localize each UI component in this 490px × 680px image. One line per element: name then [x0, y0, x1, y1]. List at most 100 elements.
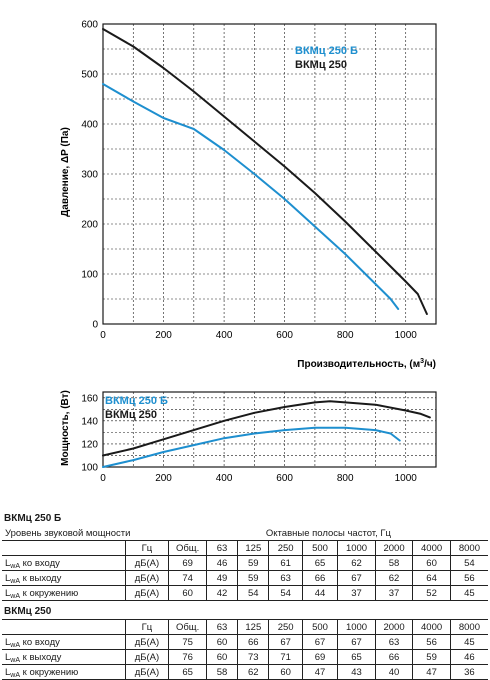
- value-cell: 69: [168, 555, 207, 571]
- table1-hz: Гц: [124, 540, 169, 556]
- value-cell: 49: [205, 570, 238, 586]
- series-line-vkmts-250: [102, 28, 428, 315]
- value-cell: 63: [374, 634, 413, 650]
- column-header: 2000: [374, 619, 413, 635]
- value-cell: 46: [205, 555, 238, 571]
- row-label: LwA ко входу: [2, 634, 126, 650]
- y-tick-label: 100: [81, 463, 98, 474]
- pressure-x-label: Производительность, (м3/ч): [297, 358, 436, 370]
- value-cell: 47: [412, 664, 451, 680]
- value-cell: 60: [205, 634, 238, 650]
- value-cell: 56: [412, 634, 451, 650]
- sound-table-2: Гц Общ. 63 125 250 500 1000 2000 4000 8000 LwA к…: [2, 619, 488, 680]
- value-cell: 44: [301, 585, 338, 601]
- value-cell: 52: [412, 585, 451, 601]
- table2-body: LwA ко входу дБ(А) 75 60 66 67 67 67 63 56 45 LwA к…: [2, 634, 488, 680]
- pressure-grid: [102, 23, 437, 325]
- sound-table-1: Уровень звуковой мощности Октавные полос…: [2, 526, 488, 601]
- y-tick-label: 200: [81, 220, 98, 231]
- value-cell: 59: [237, 555, 269, 571]
- plot-frame: [102, 391, 437, 468]
- pressure-series: [102, 28, 428, 315]
- value-cell: 37: [374, 585, 413, 601]
- column-header: 125: [237, 540, 269, 556]
- pressure-legend: ВКМц 250 Б ВКМц 250: [295, 45, 358, 71]
- value-cell: 60: [412, 555, 451, 571]
- series-line-vkmts-250-b: [102, 83, 400, 310]
- unit-cell: дБ(А): [124, 649, 169, 665]
- table1-empty-cell: [2, 540, 126, 556]
- unit-cell: дБ(А): [124, 664, 169, 680]
- value-cell: 54: [237, 585, 269, 601]
- x-tick-label: 0: [100, 330, 106, 341]
- table-row: LwA к выходу дБ(А) 76 60 73 71 69 65 66 59 46: [2, 649, 488, 665]
- table-row: LwA ко входу дБ(А) 75 60 66 67 67 67 63 56 45: [2, 634, 488, 650]
- value-cell: 45: [449, 585, 488, 601]
- value-cell: 62: [237, 664, 269, 680]
- column-header: 250: [268, 619, 303, 635]
- column-header: Общ.: [168, 619, 207, 635]
- value-cell: 60: [268, 664, 303, 680]
- power-chart: 0 200 400 600 800 1000 100 120 140 160 Мощность, …: [60, 390, 437, 484]
- table2-hz: Гц: [124, 619, 169, 635]
- table2-title: ВКМц 250: [4, 606, 52, 617]
- y-tick-label: 600: [81, 20, 98, 31]
- value-cell: 63: [268, 570, 303, 586]
- column-header: 1000: [337, 540, 376, 556]
- column-header: 8000: [449, 619, 488, 635]
- table2-empty-cell: [2, 619, 126, 635]
- value-cell: 60: [205, 649, 238, 665]
- value-cell: 66: [237, 634, 269, 650]
- value-cell: 47: [301, 664, 338, 680]
- column-header: 4000: [412, 619, 451, 635]
- value-cell: 36: [449, 664, 488, 680]
- pressure-chart: 0 200 400 600 800 1000 0 100 200 300 400 500 600 Дав…: [60, 20, 437, 370]
- y-tick-label: 400: [81, 120, 98, 131]
- column-header: Общ.: [168, 540, 207, 556]
- legend-entry: ВКМц 250 Б: [105, 395, 168, 407]
- value-cell: 71: [268, 649, 303, 665]
- x-tick-label: 800: [337, 473, 354, 484]
- value-cell: 56: [449, 570, 488, 586]
- value-cell: 62: [374, 570, 413, 586]
- x-tick-label: 800: [337, 330, 354, 341]
- column-header: 8000: [449, 540, 488, 556]
- power-y-label: Мощность, (Вт): [60, 390, 71, 466]
- row-label: LwA к выходу: [2, 570, 126, 586]
- legend-entry: ВКМц 250: [295, 59, 347, 71]
- table-row: LwA к выходу дБ(А) 74 49 59 63 66 67 62 64 56: [2, 570, 488, 586]
- x-tick-label: 200: [155, 473, 172, 484]
- x-tick-label: 400: [216, 473, 233, 484]
- table1-bands-caption: Октавные полосы частот, Гц: [168, 526, 488, 541]
- pressure-y-label: Давление, ΔP (Па): [60, 127, 71, 217]
- row-label: LwA ко входу: [2, 555, 126, 571]
- value-cell: 59: [412, 649, 451, 665]
- unit-cell: дБ(А): [124, 570, 169, 586]
- unit-cell: дБ(А): [124, 585, 169, 601]
- value-cell: 75: [168, 634, 207, 650]
- value-cell: 60: [168, 585, 207, 601]
- x-tick-label: 200: [155, 330, 172, 341]
- column-header: 250: [268, 540, 303, 556]
- x-tick-label: 0: [100, 473, 106, 484]
- column-header: 500: [301, 619, 338, 635]
- value-cell: 74: [168, 570, 207, 586]
- value-cell: 58: [374, 555, 413, 571]
- value-cell: 62: [337, 555, 376, 571]
- value-cell: 45: [449, 634, 488, 650]
- value-cell: 67: [268, 634, 303, 650]
- value-cell: 43: [337, 664, 376, 680]
- value-cell: 37: [337, 585, 376, 601]
- value-cell: 66: [374, 649, 413, 665]
- power-legend: ВКМц 250 Б ВКМц 250: [105, 395, 168, 421]
- row-label: LwA к окружению: [2, 585, 126, 601]
- y-tick-label: 100: [81, 270, 98, 281]
- series-line-vkmts-250-b: [102, 426, 401, 468]
- x-tick-label: 1000: [395, 330, 418, 341]
- table-row: LwA к окружению дБ(А) 60 42 54 54 44 37 37 52 45: [2, 585, 488, 601]
- table1-body: LwA ко входу дБ(А) 69 46 59 61 65 62 58 60 54 LwA к…: [2, 555, 488, 601]
- column-header: 4000: [412, 540, 451, 556]
- value-cell: 58: [205, 664, 238, 680]
- legend-entry: ВКМц 250 Б: [295, 45, 358, 57]
- value-cell: 54: [268, 585, 303, 601]
